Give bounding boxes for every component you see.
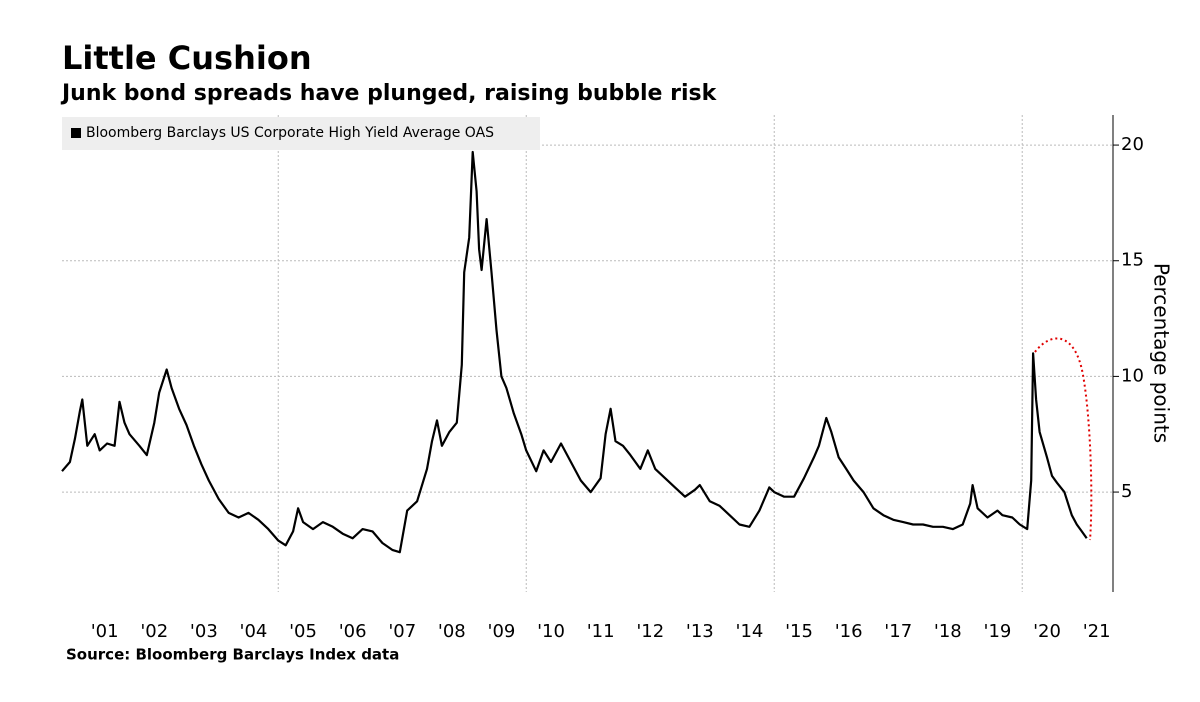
- x-tick-label: '21: [1083, 621, 1111, 642]
- x-tick-label: '15: [785, 621, 813, 642]
- y-tick-label: 20: [1121, 134, 1144, 155]
- x-tick-label: '06: [339, 621, 367, 642]
- x-tick-label: '01: [91, 621, 119, 642]
- x-tick-label: '02: [140, 621, 168, 642]
- legend-label: Bloomberg Barclays US Corporate High Yie…: [86, 125, 494, 141]
- x-tick-label: '13: [686, 621, 714, 642]
- x-tick-label: '14: [736, 621, 764, 642]
- x-tick-label: '19: [984, 621, 1012, 642]
- x-tick-label: '08: [438, 621, 466, 642]
- y-tick-label: 15: [1121, 250, 1144, 271]
- x-tick-label: '12: [636, 621, 664, 642]
- chart-title: Little Cushion: [62, 39, 312, 77]
- x-tick-label: '16: [835, 621, 863, 642]
- source: Source: Bloomberg Barclays Index data: [66, 646, 399, 664]
- x-tick-label: '05: [289, 621, 317, 642]
- x-tick-label: '07: [388, 621, 416, 642]
- y-tick-label: 5: [1121, 481, 1132, 502]
- x-tick-label: '18: [934, 621, 962, 642]
- x-tick-label: '09: [488, 621, 516, 642]
- x-tick-label: '03: [190, 621, 218, 642]
- line-series: [61, 150, 1088, 554]
- x-tick-label: '11: [587, 621, 615, 642]
- annotation-arrow: [1034, 337, 1093, 541]
- legend-swatch: [71, 128, 81, 138]
- legend-box: [62, 117, 540, 150]
- x-tick-label: '10: [537, 621, 565, 642]
- x-tick-label: '17: [884, 621, 912, 642]
- x-tick-label: '04: [240, 621, 268, 642]
- legend: Bloomberg Barclays US Corporate High Yie…: [62, 117, 540, 150]
- chart-subtitle: Junk bond spreads have plunged, raising …: [60, 81, 718, 106]
- y-tick-label: 10: [1121, 365, 1144, 386]
- y-axis-label: Percentage points: [1150, 263, 1174, 443]
- x-tick-label: '20: [1033, 621, 1061, 642]
